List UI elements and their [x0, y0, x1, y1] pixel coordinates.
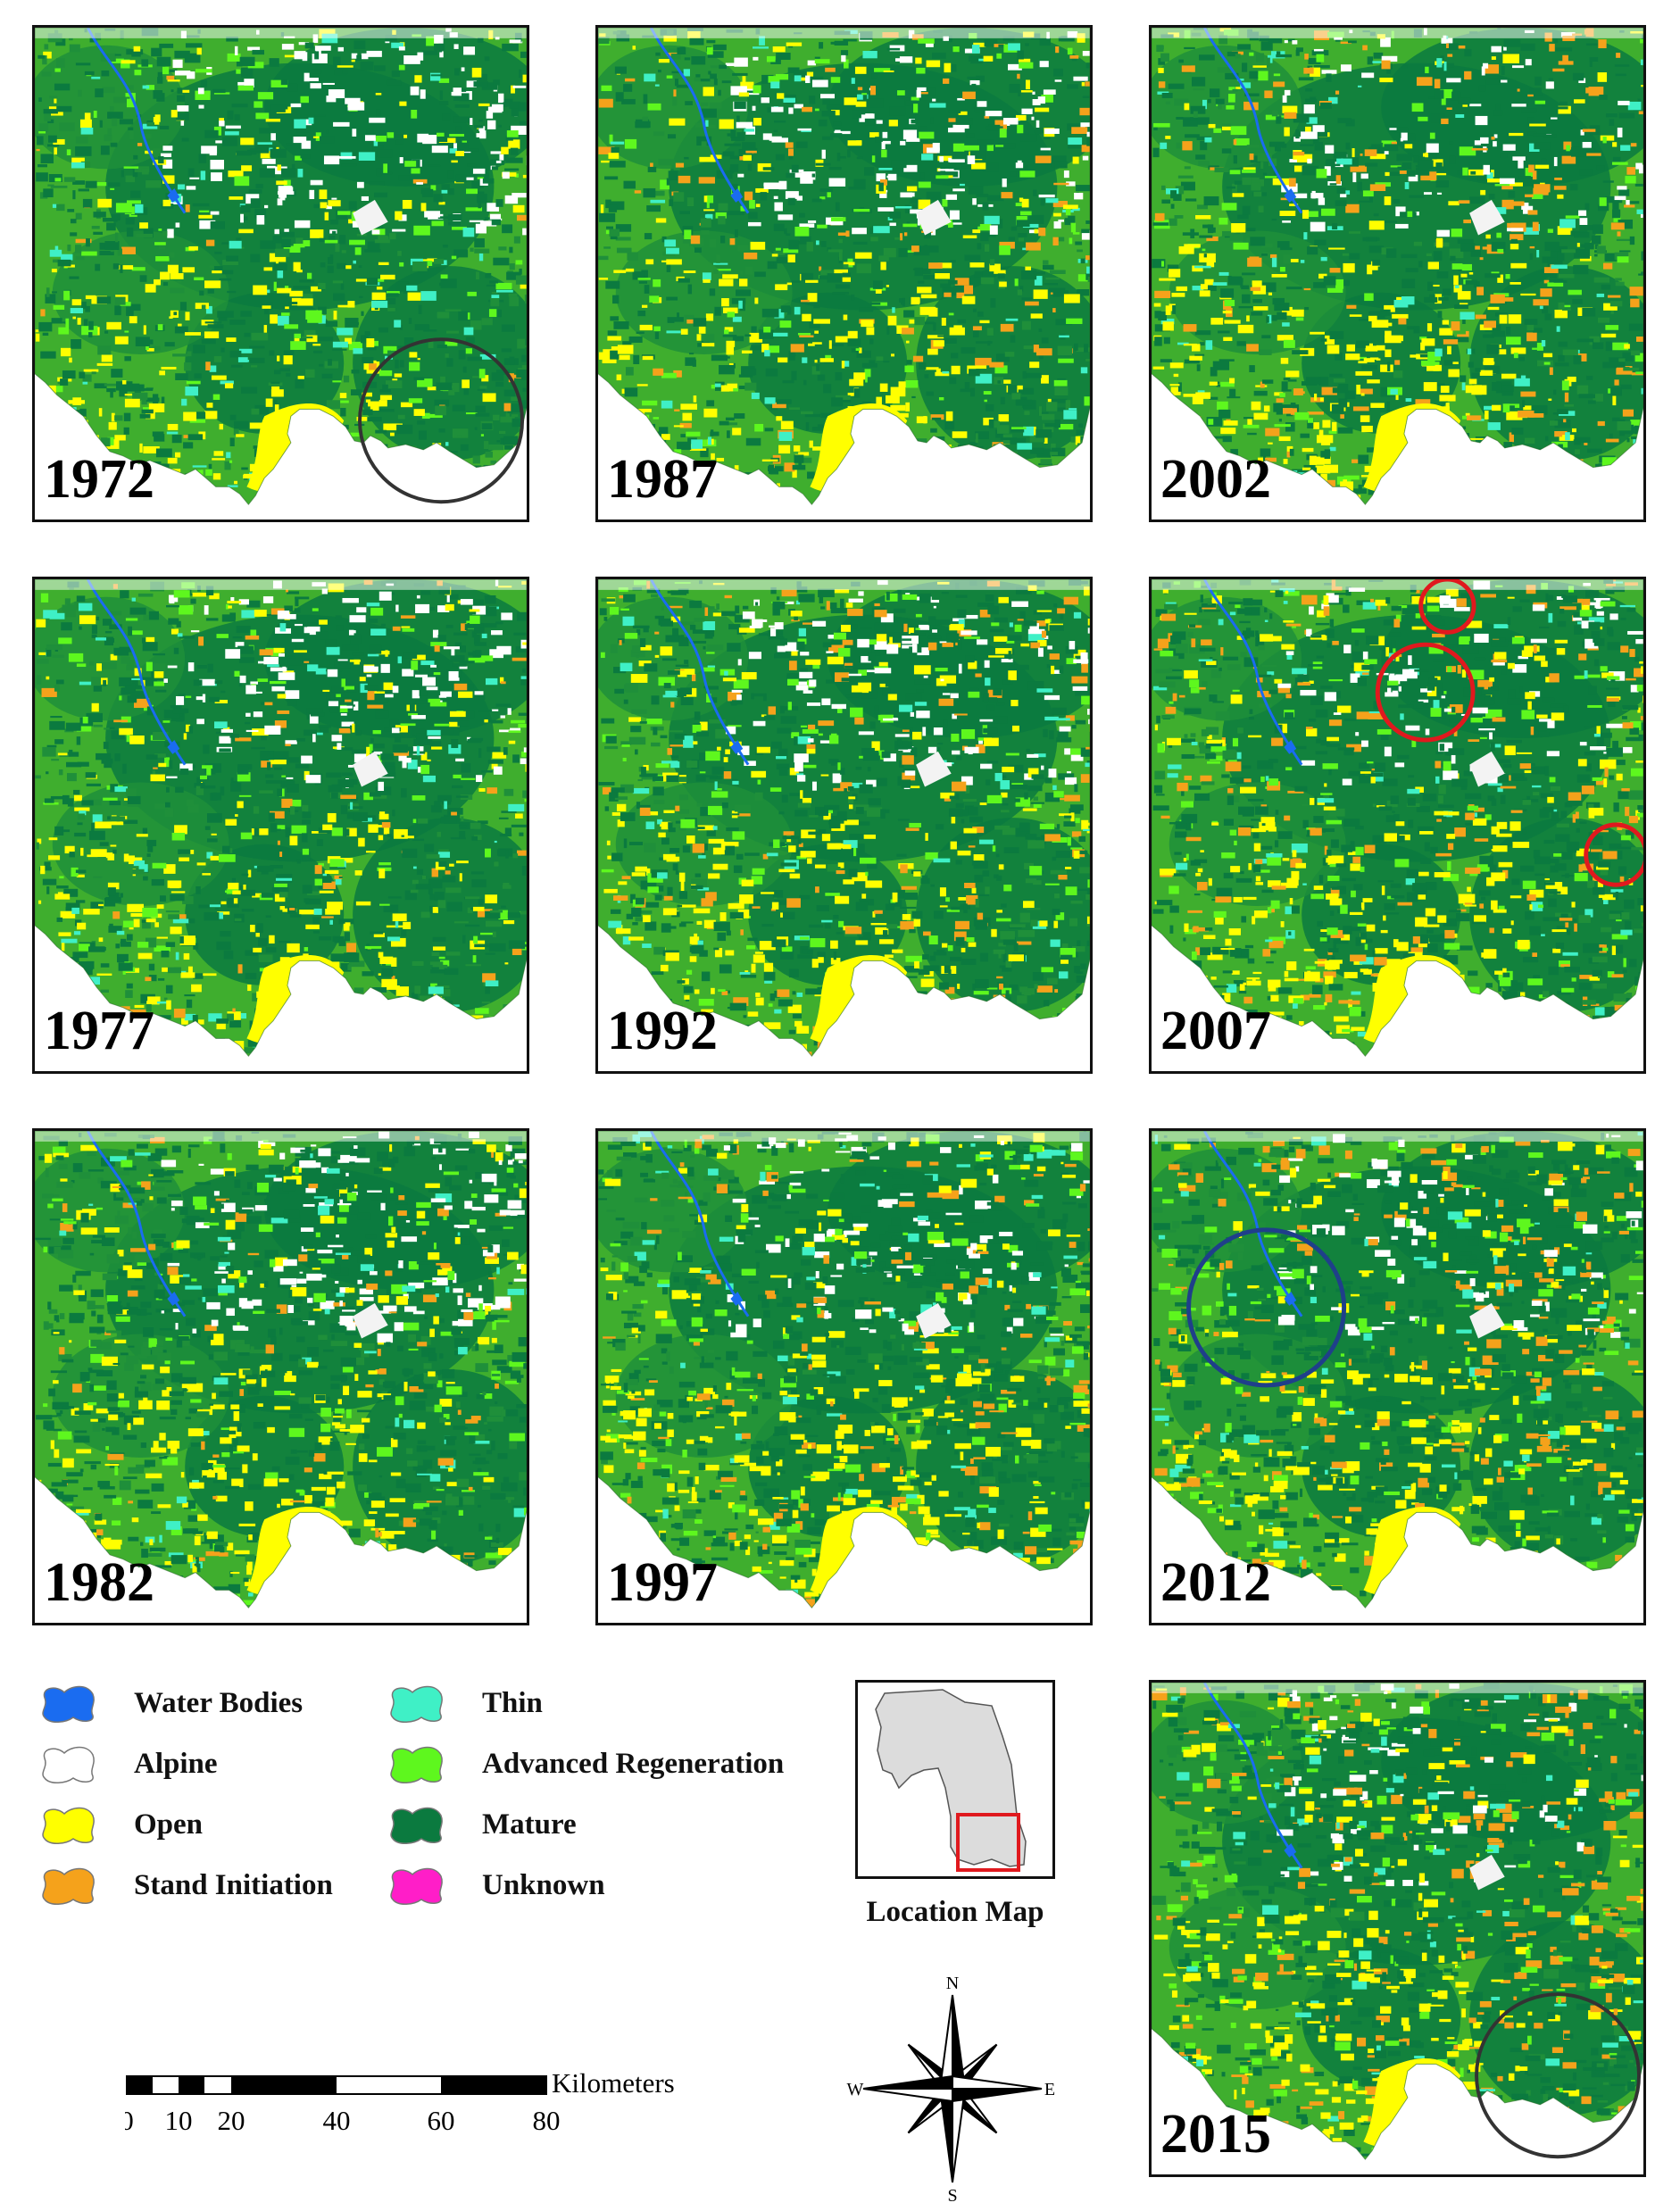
location-map-title: Location Map: [866, 1896, 1044, 1928]
scale-tick-label: 40: [323, 2105, 351, 2136]
location-highlight-box: [956, 1813, 1020, 1872]
scale-tick-label: 0: [125, 2105, 134, 2136]
map-panel-1987: 1987: [595, 25, 1093, 522]
compass-rose-icon: N S E W: [847, 1974, 1056, 2205]
scale-unit-label: Kilometers: [552, 2067, 675, 2099]
legend-swatch: [390, 1685, 443, 1723]
legend-swatch: [42, 1746, 95, 1783]
legend-label: Open: [134, 1808, 204, 1841]
location-map: [855, 1680, 1055, 1879]
legend-label: Mature: [482, 1808, 577, 1841]
compass-w: W: [847, 2080, 864, 2099]
compass-s: S: [947, 2186, 957, 2205]
legend-swatch: [390, 1807, 443, 1844]
year-label: 2007: [1160, 1001, 1271, 1061]
land-cover-map: [1152, 1131, 1643, 1608]
legend-swatch: [390, 1867, 443, 1905]
year-label: 1972: [44, 449, 154, 510]
land-cover-map: [598, 28, 1090, 505]
year-label: 2002: [1160, 449, 1271, 510]
scale-tick-label: 10: [165, 2105, 193, 2136]
legend-label: Alpine: [134, 1747, 218, 1780]
legend-item-open: Open: [37, 1800, 203, 1849]
map-panel-2012: 2012: [1149, 1128, 1646, 1625]
map-panel-1972: 1972: [32, 25, 529, 522]
study-region-outline: [875, 1689, 1027, 1867]
map-panel-2002: 2002: [1149, 25, 1646, 522]
legend-item-thin: Thin: [386, 1678, 543, 1728]
legend-swatch: [390, 1746, 443, 1783]
land-cover-map: [35, 1131, 527, 1608]
year-label: 1982: [44, 1552, 154, 1613]
legend-swatch: [42, 1685, 95, 1723]
legend-item-mature: Mature: [386, 1800, 577, 1849]
year-label: 1987: [607, 449, 718, 510]
map-panel-1997: 1997: [595, 1128, 1093, 1625]
scale-segment: [441, 2076, 546, 2094]
map-panel-2007: 2007: [1149, 577, 1646, 1074]
legend-label: Thin: [482, 1686, 543, 1719]
land-cover-map: [35, 28, 527, 505]
legend-item-water-bodies: Water Bodies: [37, 1678, 303, 1728]
scale-tick-label: 20: [218, 2105, 245, 2136]
scale-segment: [231, 2076, 337, 2094]
compass-e: E: [1044, 2080, 1055, 2099]
legend-item-alpine: Alpine: [37, 1739, 218, 1789]
location-map-figure: [875, 1689, 1027, 1872]
legend-item-unknown: Unknown: [386, 1860, 605, 1910]
map-panel-1977: 1977: [32, 577, 529, 1074]
map-panel-1992: 1992: [595, 577, 1093, 1074]
legend-label: Unknown: [482, 1868, 605, 1901]
land-cover-map: [598, 1131, 1090, 1608]
land-cover-map: [1152, 28, 1643, 505]
legend-item-advanced-regeneration: Advanced Regeneration: [386, 1739, 784, 1789]
scale-segment: [127, 2076, 153, 2094]
year-label: 1997: [607, 1552, 718, 1613]
legend-item-stand-initiation: Stand Initiation: [37, 1860, 333, 1910]
land-cover-map: [1152, 579, 1643, 1057]
year-label: 1992: [607, 1001, 718, 1061]
land-cover-map: [35, 579, 527, 1057]
year-label: 2012: [1160, 1552, 1271, 1613]
scale-tick-label: 80: [533, 2105, 561, 2136]
year-label: 1977: [44, 1001, 154, 1061]
scale-bar: Kilometers 0 10 20 40 60 80: [125, 2067, 675, 2136]
scale-segment: [179, 2076, 204, 2094]
compass-n: N: [946, 1974, 959, 1993]
legend-label: Stand Initiation: [134, 1868, 333, 1901]
map-panel-1982: 1982: [32, 1128, 529, 1625]
legend-label: Advanced Regeneration: [482, 1747, 785, 1780]
legend-swatch: [42, 1807, 95, 1844]
year-label: 2015: [1160, 2104, 1271, 2165]
map-panel-2015: 2015: [1149, 1680, 1646, 2177]
land-cover-map: [598, 579, 1090, 1057]
scale-tick-label: 60: [428, 2105, 455, 2136]
legend-label: Water Bodies: [134, 1686, 304, 1719]
land-cover-map: [1152, 1683, 1643, 2160]
legend-swatch: [42, 1867, 95, 1905]
